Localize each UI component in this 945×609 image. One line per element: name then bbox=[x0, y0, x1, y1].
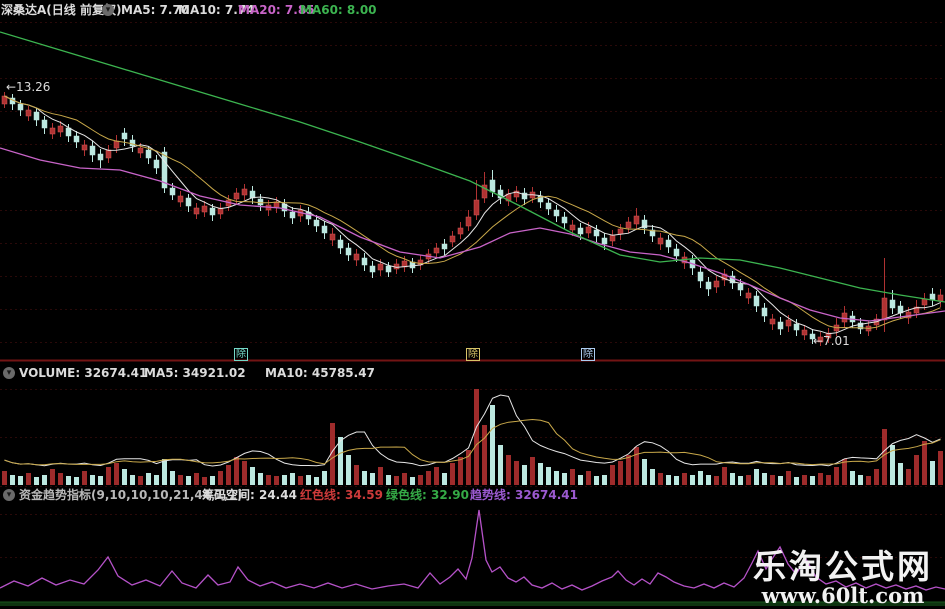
collapse-icon[interactable]: ▾ bbox=[3, 489, 15, 501]
volume-ma5: MA5: 34921.02 bbox=[144, 366, 246, 380]
stock-title: 深桑达A(日线 前复权) bbox=[1, 3, 122, 17]
event-marker[interactable]: 除 bbox=[466, 348, 480, 361]
collapse-icon[interactable]: ▾ bbox=[102, 4, 114, 16]
green-line-value: 绿色线: 32.90 bbox=[386, 488, 469, 502]
chip-space-value: 筹码空间: 24.44 bbox=[202, 488, 297, 502]
ma5-legend: MA5: 7.70 bbox=[121, 3, 190, 17]
event-marker[interactable]: 除 bbox=[234, 348, 248, 361]
volume-value: VOLUME: 32674.41 bbox=[19, 366, 148, 380]
indicator-name[interactable]: 资金趋势指标(9,10,10,10,21,44,1,1) bbox=[19, 488, 243, 502]
collapse-icon[interactable]: ▾ bbox=[3, 367, 15, 379]
volume-ma10: MA10: 45785.47 bbox=[265, 366, 375, 380]
low-price-label: ←7.01 bbox=[813, 334, 850, 348]
watermark: 乐淘公式网 www.60lt.com bbox=[753, 549, 933, 607]
trend-line-value: 趋势线: 32674.41 bbox=[470, 488, 578, 502]
high-price-label: ←13.26 bbox=[6, 80, 51, 94]
ma10-legend: MA10: 7.74 bbox=[178, 3, 255, 17]
red-line-value: 红色线: 34.59 bbox=[300, 488, 383, 502]
ma60-legend: MA60: 8.00 bbox=[300, 3, 377, 17]
event-marker[interactable]: 除 bbox=[581, 348, 595, 361]
watermark-url: www.60lt.com bbox=[761, 583, 925, 608]
watermark-site-name: 乐淘公式网 bbox=[753, 547, 933, 586]
ma20-legend: MA20: 7.85 bbox=[238, 3, 315, 17]
